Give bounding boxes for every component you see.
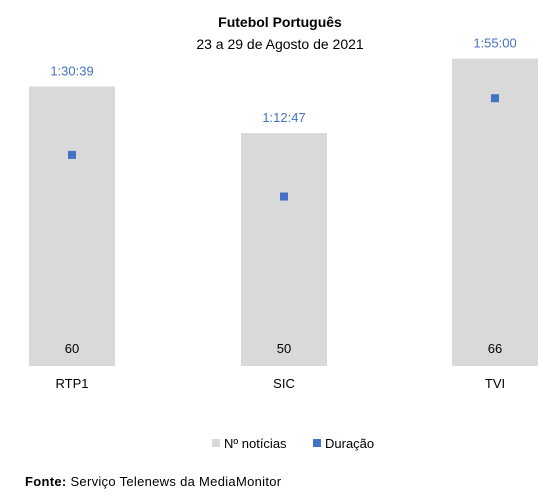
chart-subtitle: 23 a 29 de Agosto de 2021 bbox=[196, 36, 364, 52]
bar-sic bbox=[241, 133, 327, 366]
plot-area: 60 1:30:39 RTP1 50 1:12:47 SIC 66 1:55:00 TVI bbox=[29, 36, 538, 391]
duration-label-tvi: 1:55:00 bbox=[473, 36, 516, 51]
source-text: Serviço Telenews da MediaMonitor bbox=[70, 474, 282, 489]
legend-label-duracao: Duração bbox=[325, 436, 374, 451]
legend-swatch-duracao bbox=[313, 439, 321, 447]
count-label-rtp1: 60 bbox=[65, 341, 79, 356]
duration-marker-tvi bbox=[491, 94, 499, 103]
chart-svg: Futebol Português 23 a 29 de Agosto de 2… bbox=[29, 14, 538, 451]
bar-tvi bbox=[452, 58, 538, 366]
source-label: Fonte: bbox=[25, 474, 67, 489]
count-label-sic: 50 bbox=[277, 341, 291, 356]
legend-swatch-noticias bbox=[212, 439, 220, 447]
source-note: Fonte: Serviço Telenews da MediaMonitor bbox=[25, 474, 281, 489]
category-label-tvi: TVI bbox=[485, 376, 505, 391]
category-label-rtp1: RTP1 bbox=[56, 376, 89, 391]
duration-label-sic: 1:12:47 bbox=[262, 110, 305, 125]
count-label-tvi: 66 bbox=[488, 341, 502, 356]
duration-label-rtp1: 1:30:39 bbox=[50, 64, 93, 79]
duration-marker-rtp1 bbox=[68, 150, 76, 159]
legend: Nº notícias Duração bbox=[212, 436, 374, 451]
bar-rtp1 bbox=[29, 86, 115, 367]
duration-marker-sic bbox=[280, 192, 288, 201]
category-label-sic: SIC bbox=[273, 376, 295, 391]
legend-label-noticias: Nº notícias bbox=[224, 436, 287, 451]
chart-title: Futebol Português bbox=[218, 14, 342, 30]
